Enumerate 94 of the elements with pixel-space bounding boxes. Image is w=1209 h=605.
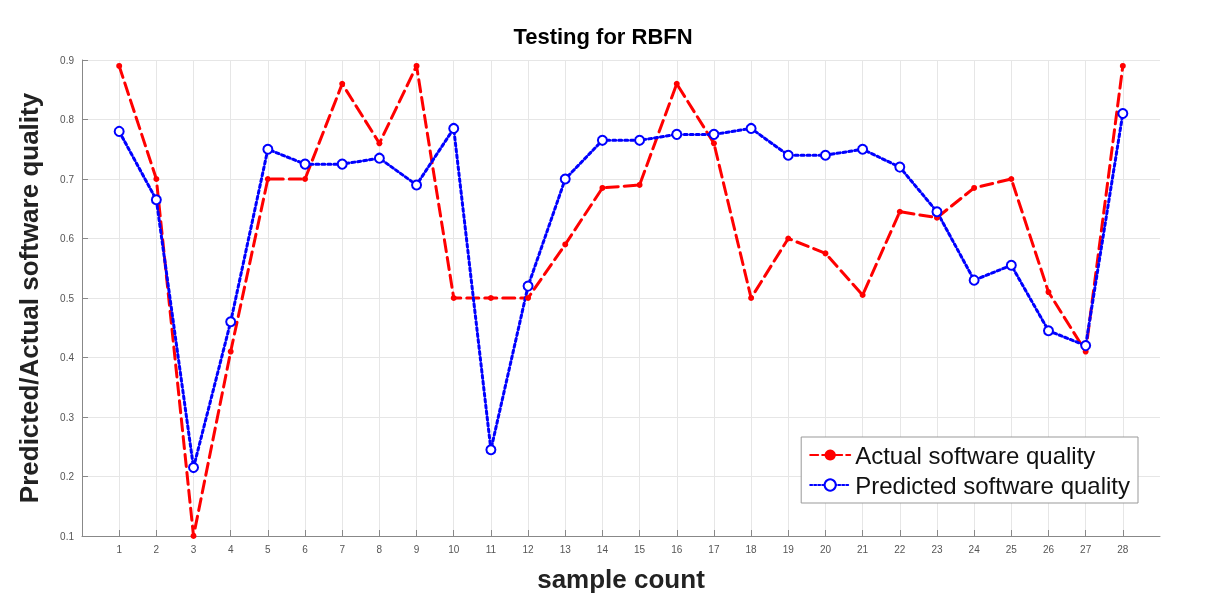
x-tick-label: 11 xyxy=(485,543,497,555)
point xyxy=(448,122,460,134)
x-tick-label: 25 xyxy=(1005,543,1018,555)
point xyxy=(450,295,457,301)
x-tick-label: 14 xyxy=(596,543,609,555)
point xyxy=(708,128,720,140)
point xyxy=(859,292,866,299)
point xyxy=(376,140,383,147)
point xyxy=(188,462,200,474)
point xyxy=(339,80,346,87)
point xyxy=(299,158,311,170)
y-tick-label: 0.6 xyxy=(60,233,75,244)
x-tick-label: 26 xyxy=(1042,543,1055,555)
x-tick-label: 23 xyxy=(931,543,943,555)
y-tick-label: 0.2 xyxy=(60,471,75,482)
x-tick-label: 8 xyxy=(376,543,383,555)
x-axis-title: sample count xyxy=(537,564,706,594)
point xyxy=(1117,108,1129,120)
chart-title: Testing for RBFN xyxy=(513,23,693,49)
point xyxy=(1042,325,1054,337)
point xyxy=(153,176,160,182)
y-tick-label: 0.4 xyxy=(60,352,75,363)
x-tick-label: 9 xyxy=(413,543,420,555)
y-tick-label: 0.1 xyxy=(60,530,75,542)
point xyxy=(1080,340,1092,352)
point xyxy=(413,62,420,69)
x-tick-label: 10 xyxy=(448,543,460,555)
point xyxy=(559,173,571,185)
point xyxy=(190,533,197,539)
point xyxy=(782,149,794,161)
y-tick-label: 0.7 xyxy=(60,173,75,185)
point xyxy=(373,152,385,164)
point xyxy=(525,295,532,301)
point xyxy=(745,122,757,134)
x-tick-label: 28 xyxy=(1117,543,1129,555)
point xyxy=(599,184,606,191)
point xyxy=(971,184,978,191)
x-tick-label: 18 xyxy=(745,543,758,555)
legend-label: Actual software quality xyxy=(855,441,1096,469)
x-tick-label: 24 xyxy=(968,543,981,555)
x-tick-label: 17 xyxy=(708,543,720,555)
point xyxy=(822,250,829,257)
point xyxy=(968,274,980,286)
point xyxy=(596,134,608,146)
x-tick-label: 5 xyxy=(265,543,272,555)
point xyxy=(896,208,903,215)
point xyxy=(562,241,569,248)
x-tick-label: 4 xyxy=(227,543,234,555)
point xyxy=(113,125,125,137)
point xyxy=(894,161,906,173)
x-tick-label: 21 xyxy=(857,543,869,555)
x-tick-label: 27 xyxy=(1080,543,1092,555)
point xyxy=(931,206,943,218)
point xyxy=(150,194,162,206)
x-tick-label: 16 xyxy=(671,543,683,555)
point xyxy=(411,179,423,191)
y-axis-title: Predicted/Actual software quality xyxy=(14,92,44,504)
point xyxy=(636,181,643,188)
point xyxy=(302,176,309,182)
point xyxy=(748,295,755,301)
y-tick-label: 0.3 xyxy=(60,411,75,423)
point xyxy=(1008,176,1015,182)
point xyxy=(1005,259,1017,271)
x-tick-label: 1 xyxy=(116,543,123,555)
point xyxy=(336,158,348,170)
x-tick-label: 15 xyxy=(634,543,646,555)
point xyxy=(1119,62,1126,69)
y-tick-label: 0.5 xyxy=(60,292,75,304)
x-tick-label: 3 xyxy=(190,543,197,555)
point xyxy=(487,295,494,301)
x-tick-label: 22 xyxy=(894,543,906,555)
x-tick-label: 7 xyxy=(339,543,346,555)
x-tick-label: 20 xyxy=(819,543,832,555)
point xyxy=(262,143,274,155)
point xyxy=(264,176,271,182)
point xyxy=(710,140,717,147)
y-tick-label: 0.8 xyxy=(60,114,75,125)
x-tick-label: 19 xyxy=(782,543,795,555)
point xyxy=(116,62,123,69)
x-tick-label: 2 xyxy=(153,543,160,555)
x-tick-label: 12 xyxy=(522,543,535,555)
point xyxy=(634,134,646,146)
y-tick-label: 0.9 xyxy=(60,54,75,66)
point xyxy=(1045,289,1052,296)
legend-label: Predicted software quality xyxy=(855,471,1131,499)
point xyxy=(857,143,869,155)
point xyxy=(819,149,831,161)
point xyxy=(522,280,534,292)
x-tick-label: 13 xyxy=(559,543,572,555)
point xyxy=(671,128,683,140)
point xyxy=(673,80,680,87)
point xyxy=(485,444,497,456)
point xyxy=(225,316,237,328)
x-tick-label: 6 xyxy=(302,543,309,555)
